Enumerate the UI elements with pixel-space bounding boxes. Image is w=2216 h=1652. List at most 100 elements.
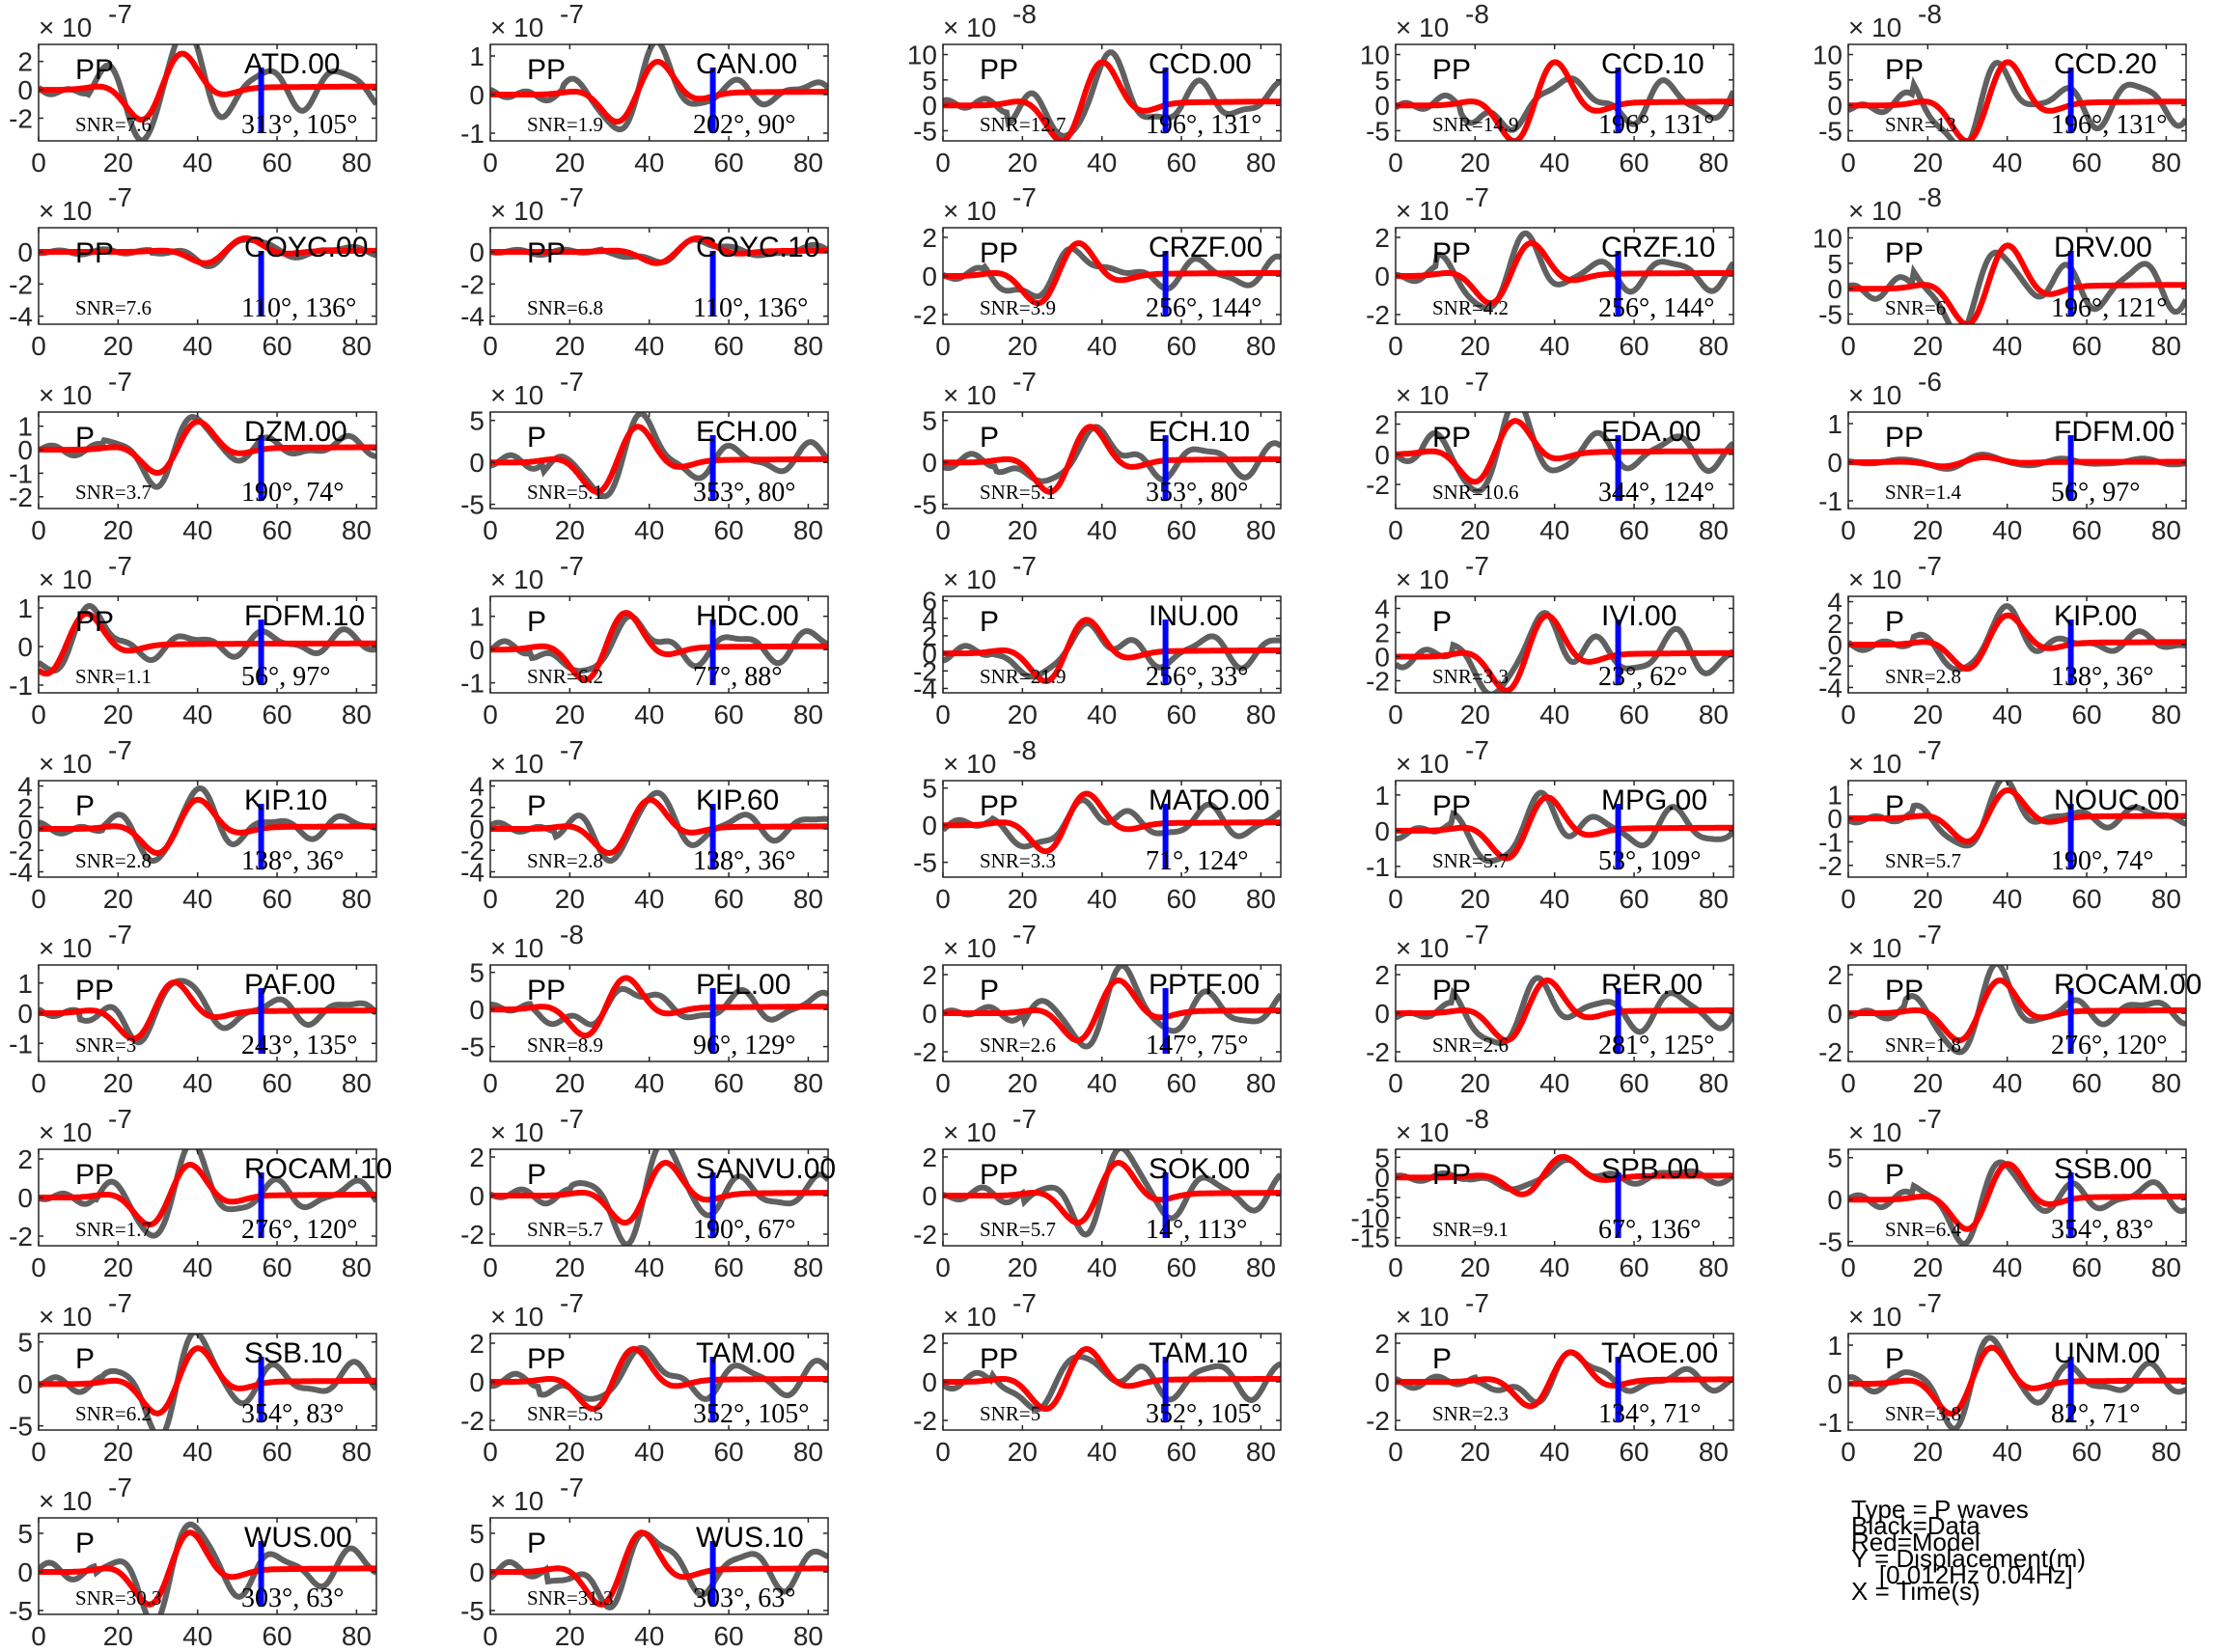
x-tick-label: 40 [1539,1068,1569,1098]
y-tick-label: 10 [1360,41,1390,70]
x-tick-label: 0 [935,1068,951,1098]
panel-frame [1847,780,2187,878]
model-trace [39,1161,376,1228]
x-tick-label: 0 [1388,884,1403,914]
x-tick-label: 0 [935,700,951,730]
x-tick-label: 40 [1539,148,1569,178]
y-tick-label: 0 [922,1181,937,1211]
model-trace [1396,59,1733,141]
x-tick-label: 0 [1388,1068,1403,1098]
snr-label: SNR=7.6 [75,113,152,136]
y-tick-label: 0 [17,435,33,465]
y-exponent: × 10 [39,13,92,42]
y-tick-label: 0 [922,262,937,291]
y-tick-label: -4 [9,857,33,887]
x-tick-label: 60 [2071,1068,2101,1098]
x-tick-label: 80 [342,515,372,545]
angles-label: 243°, 135° [241,1031,357,1060]
y-exponent: × 10 [39,380,92,410]
phase-label: PP [1432,54,1471,86]
station-label: CCD.20 [2054,48,2157,80]
angles-label: 196°, 131° [2051,110,2167,140]
station-label: KIP.00 [2054,600,2137,632]
x-tick-label: 40 [182,700,212,730]
x-tick-label: 40 [1992,1253,2022,1282]
y-exponent: × 10 [1848,1117,1901,1147]
snr-label: SNR=7.6 [75,296,152,319]
x-tick-label: 0 [1388,1437,1403,1467]
y-exponent: × 10 [490,13,543,42]
data-trace [490,1529,828,1611]
station-label: CRZF.10 [1601,232,1715,263]
snr-label: SNR=1.1 [75,665,152,688]
x-tick-label: 0 [483,884,498,914]
x-tick-label: 20 [1008,148,1038,178]
y-tick-label: -2 [1366,1037,1390,1067]
x-tick-label: 20 [1913,700,1943,730]
phase-label: PP [527,237,566,269]
x-tick-label: 40 [182,1253,212,1282]
station-label: CRZF.00 [1149,232,1262,263]
x-tick-label: 40 [634,1437,664,1467]
y-exponent: × 10 [39,564,92,594]
x-tick-label: 0 [31,148,46,178]
y-exponent: × 10 [490,1486,543,1516]
x-tick-label: 80 [1699,1253,1729,1282]
y-exponent: × 10 [39,1302,92,1332]
y-exponent-power: -7 [1465,551,1489,581]
model-trace [943,790,1281,855]
angles-label: 313°, 105° [241,110,357,140]
y-tick-label: 0 [469,80,485,110]
x-tick-label: 60 [2071,1437,2101,1467]
x-tick-label: 20 [555,1621,585,1651]
y-tick-label: 0 [1827,274,1842,304]
y-tick-label: 0 [1827,448,1842,478]
model-trace [490,610,828,683]
phase-label: P [980,422,999,454]
x-tick-label: 60 [262,515,291,545]
x-tick-label: 80 [1699,331,1729,361]
snr-label: SNR=14.9 [1432,113,1518,136]
panel-frame [489,1517,829,1615]
y-exponent-power: -7 [560,1473,584,1502]
angles-label: 190°, 74° [2051,846,2153,876]
phase-label: P [1885,790,1904,822]
panel-frame [1395,780,1734,878]
x-tick-label: 0 [1388,331,1403,361]
x-tick-label: 40 [182,1068,212,1098]
phase-label: PP [1885,54,1924,86]
x-tick-label: 0 [1388,515,1403,545]
y-tick-label: -5 [9,1596,33,1626]
y-exponent-power: -7 [108,920,132,950]
x-tick-label: 80 [1246,1068,1276,1098]
angles-label: 71°, 124° [1146,846,1248,876]
phase-label: P [527,1159,546,1191]
x-tick-label: 80 [1246,515,1276,545]
x-tick-label: 20 [1008,515,1038,545]
x-tick-label: 20 [1008,1068,1038,1098]
x-tick-label: 20 [555,1253,585,1282]
x-tick-label: 0 [483,331,498,361]
x-tick-label: 20 [1460,148,1490,178]
x-tick-label: 80 [793,148,823,178]
y-tick-label: -1 [1818,827,1842,857]
x-tick-label: 60 [1166,515,1196,545]
y-tick-label: 1 [1827,1331,1842,1361]
y-tick-label: 0 [1374,91,1390,121]
y-tick-label: -2 [460,1406,485,1436]
x-tick-label: 0 [1388,1253,1403,1282]
angles-label: 96°, 129° [693,1031,795,1060]
y-tick-label: -4 [1818,673,1842,702]
station-label: SANVU.00 [696,1153,836,1185]
x-tick-label: 80 [342,1068,372,1098]
y-tick-label: 1 [469,41,485,71]
model-trace [39,1529,376,1608]
station-label: ECH.00 [696,416,797,448]
y-exponent-power: -7 [560,367,584,397]
x-tick-label: 40 [634,884,664,914]
station-label: WUS.10 [696,1522,804,1554]
